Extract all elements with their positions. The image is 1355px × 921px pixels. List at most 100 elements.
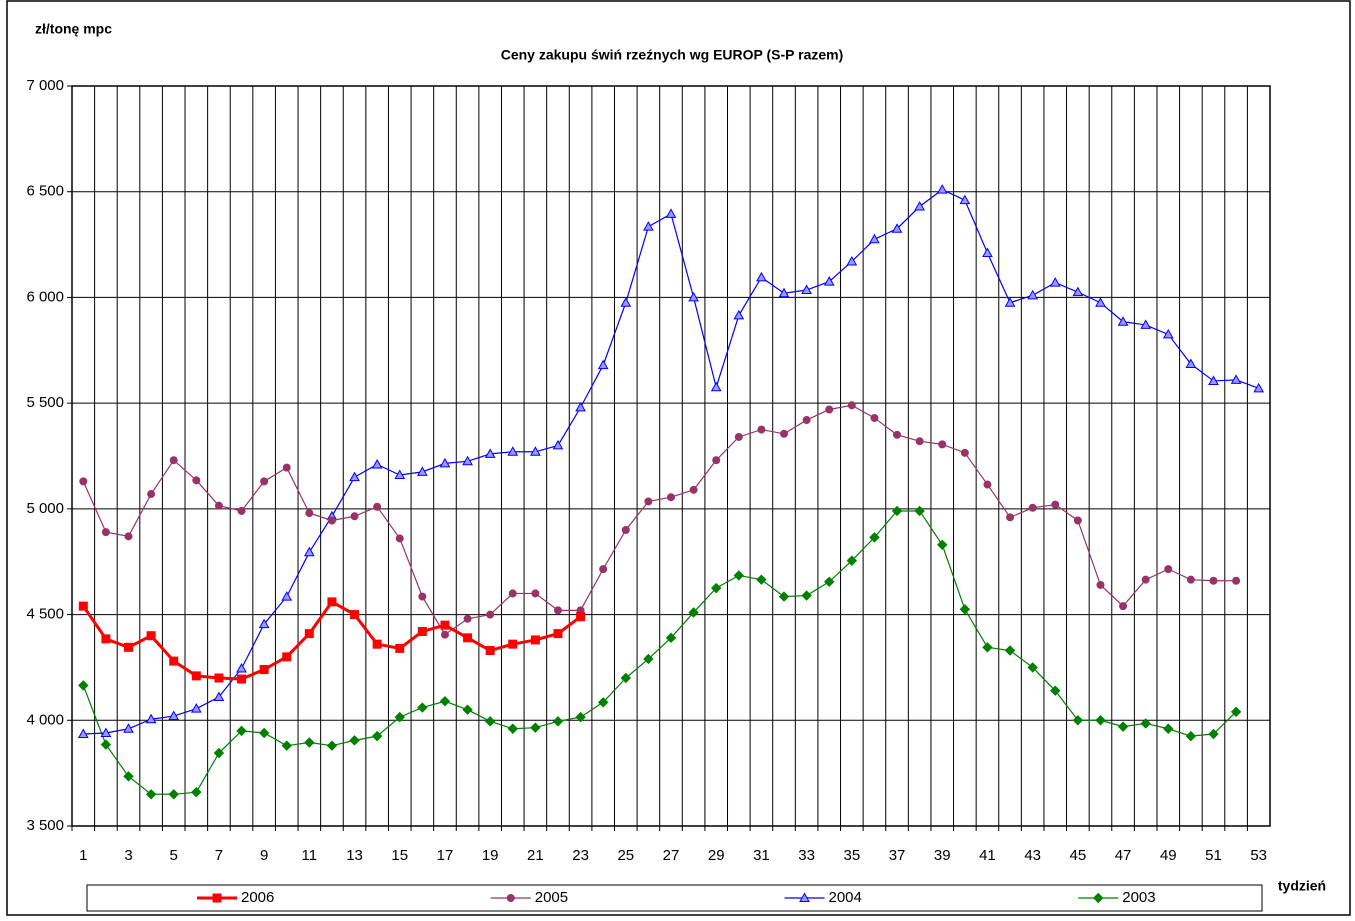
x-tick-label: 5 (170, 847, 178, 864)
data-point (462, 704, 473, 715)
data-point (597, 697, 609, 708)
data-point (1208, 728, 1219, 740)
x-tick-label: 11 (302, 847, 318, 864)
data-point (462, 455, 473, 466)
x-tick-label: 41 (979, 847, 996, 864)
data-point (350, 512, 359, 521)
data-point (1163, 723, 1174, 734)
x-tick-label: 43 (1024, 847, 1041, 864)
x-tick-label: 33 (798, 847, 815, 864)
data-point (304, 629, 314, 639)
data-point (734, 432, 743, 441)
data-point (1185, 358, 1197, 369)
data-point (418, 592, 427, 601)
data-point (733, 570, 745, 581)
data-point (440, 630, 449, 639)
data-point (101, 528, 110, 537)
data-point (576, 612, 586, 622)
data-point (1073, 516, 1082, 525)
x-tick-label: 37 (889, 847, 906, 864)
data-point (371, 730, 383, 742)
data-point (123, 771, 134, 782)
data-point (145, 789, 157, 800)
y-tick-label: 6 500 (26, 183, 64, 200)
data-point (484, 448, 496, 458)
data-point (259, 665, 269, 675)
data-point (778, 287, 790, 298)
data-point (667, 493, 675, 502)
plot-border (71, 85, 1271, 827)
data-point (282, 652, 292, 662)
x-tick-label: 29 (708, 847, 725, 864)
legend-marker (506, 894, 515, 902)
data-point (1050, 685, 1061, 696)
data-point (801, 590, 812, 601)
chart-title: Ceny zakupu świń rzeźnych wg EUROP (S-P … (501, 47, 844, 63)
data-point (1027, 662, 1038, 673)
data-point (327, 597, 337, 607)
x-tick-label: 3 (124, 847, 132, 864)
data-point (1049, 277, 1061, 287)
data-point (643, 653, 654, 665)
data-point (825, 405, 834, 414)
y-tick-label: 3 500 (26, 817, 64, 834)
data-point (463, 614, 472, 623)
data-point (530, 446, 541, 456)
data-point (349, 735, 360, 746)
x-tick-label: 21 (527, 847, 544, 864)
data-point (439, 696, 451, 707)
data-point (213, 747, 225, 759)
data-point (1095, 297, 1106, 307)
y-tick-label: 6 000 (26, 288, 64, 305)
data-point (1140, 319, 1152, 329)
y-tick-label: 5 000 (26, 500, 64, 517)
data-point (417, 702, 428, 713)
data-point (665, 208, 677, 218)
data-point (486, 610, 495, 619)
data-point (869, 532, 880, 543)
data-point (847, 401, 856, 410)
data-point (281, 740, 292, 751)
data-point (530, 635, 540, 645)
x-tick-label: 47 (1115, 847, 1132, 864)
data-point (982, 247, 993, 258)
x-tick-label: 39 (934, 847, 951, 864)
data-point (959, 194, 971, 205)
data-point (1208, 375, 1219, 385)
data-point (190, 703, 202, 713)
data-point (530, 722, 541, 733)
data-point (1117, 316, 1129, 326)
data-point (281, 591, 293, 601)
data-point (1140, 718, 1151, 729)
data-point (123, 723, 134, 733)
x-tick-label: 19 (482, 847, 499, 864)
data-point (146, 631, 156, 641)
data-point (326, 740, 338, 751)
data-point (621, 526, 630, 534)
data-point (893, 430, 902, 439)
data-point (485, 646, 495, 656)
x-tick-label: 25 (617, 847, 634, 864)
data-point (439, 457, 451, 468)
data-point (1006, 513, 1015, 522)
x-axis-label: tydzień (1278, 878, 1326, 894)
data-point (327, 516, 336, 525)
data-point (914, 505, 925, 517)
data-point (237, 506, 246, 515)
data-point (100, 739, 112, 750)
legend-marker (799, 892, 810, 902)
data-point (960, 448, 969, 457)
data-point (372, 639, 382, 649)
data-point (395, 534, 404, 543)
data-point (260, 477, 269, 486)
data-point (191, 786, 202, 798)
data-point (100, 727, 112, 737)
data-point (712, 456, 721, 465)
data-point (508, 589, 517, 598)
data-point (936, 184, 948, 194)
data-point (801, 284, 812, 295)
x-tick-label: 1 (79, 847, 87, 864)
data-point (349, 471, 360, 482)
